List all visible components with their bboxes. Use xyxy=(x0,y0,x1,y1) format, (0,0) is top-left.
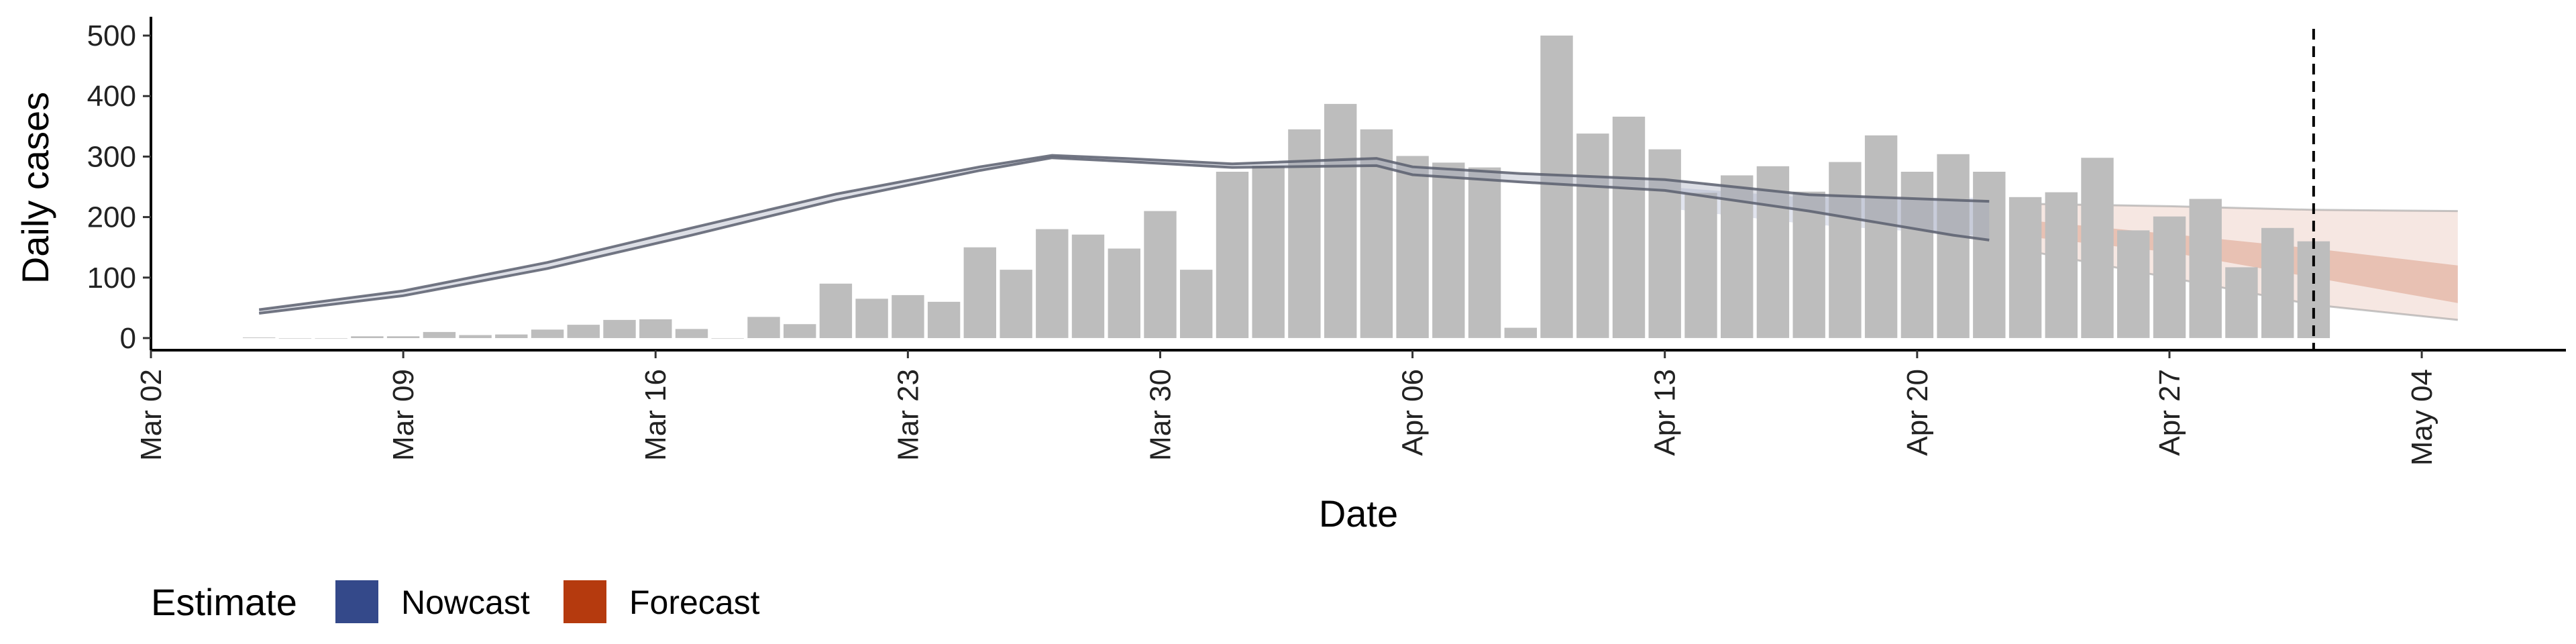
bar xyxy=(315,338,347,339)
bar xyxy=(1792,191,1825,338)
y-tick-label: 300 xyxy=(87,140,136,173)
bar xyxy=(1144,211,1177,338)
x-tick-label: Apr 06 xyxy=(1397,369,1430,456)
axes-layer: 0 100 200 300 400 500 Mar 02 Mar 09 Mar 16 Mar 23… xyxy=(87,17,2566,466)
legend-swatch-forecast xyxy=(564,580,606,623)
bar xyxy=(1108,248,1140,338)
bar xyxy=(1900,172,1934,338)
bar xyxy=(1684,193,1717,338)
bar xyxy=(2189,199,2222,338)
bar xyxy=(2261,227,2294,338)
legend-swatch-nowcast xyxy=(335,580,378,623)
x-axis-title: Date xyxy=(1319,492,1398,535)
x-tick-label: Apr 27 xyxy=(2153,369,2186,456)
bar xyxy=(1180,270,1213,338)
bar xyxy=(243,337,276,338)
bar xyxy=(495,334,528,338)
estimate-upper-line xyxy=(258,154,1990,311)
bar xyxy=(784,324,816,338)
bar xyxy=(1540,36,1573,338)
bar xyxy=(711,338,744,339)
bar xyxy=(2081,158,2114,338)
bar xyxy=(1288,129,1321,338)
y-tick-label: 100 xyxy=(87,262,136,294)
bar xyxy=(567,325,600,338)
legend: Estimate Nowcast Forecast xyxy=(151,580,760,623)
bar xyxy=(1071,234,1105,338)
bar xyxy=(1396,156,1429,338)
bar xyxy=(675,329,708,338)
bar xyxy=(1504,327,1537,338)
bar xyxy=(351,336,384,338)
bar xyxy=(1756,166,1790,338)
bar xyxy=(1036,229,1069,338)
bar xyxy=(1432,162,1465,338)
bar xyxy=(1360,129,1393,338)
bar xyxy=(1252,165,1285,338)
bar xyxy=(963,247,996,338)
bar xyxy=(892,294,924,338)
x-tick-label: Mar 16 xyxy=(639,369,672,461)
bar xyxy=(639,319,672,338)
y-tick-label: 200 xyxy=(87,201,136,234)
bar xyxy=(1829,162,1862,338)
y-tick-label: 400 xyxy=(87,80,136,113)
x-tick-label: Apr 20 xyxy=(1901,369,1934,456)
y-tick-label: 0 xyxy=(120,322,136,355)
bar xyxy=(1324,103,1357,338)
bar xyxy=(2225,267,2258,338)
estimate-lines-layer xyxy=(258,154,1990,315)
bar xyxy=(1864,135,1898,338)
bar xyxy=(927,301,961,338)
bar xyxy=(2008,197,2042,338)
x-tick-label: May 04 xyxy=(2406,369,2438,466)
y-axis-title: Daily cases xyxy=(14,92,56,284)
bar xyxy=(423,331,456,338)
bar xyxy=(2045,192,2078,338)
x-tick-label: Apr 13 xyxy=(1649,369,1682,456)
bar xyxy=(1612,116,1646,338)
x-tick-label: Mar 09 xyxy=(387,369,420,461)
bar xyxy=(459,335,492,338)
bar xyxy=(1468,167,1501,338)
bar xyxy=(2117,230,2150,338)
x-tick-label: Mar 23 xyxy=(892,369,924,461)
bar xyxy=(1000,270,1032,338)
bars-layer xyxy=(243,36,2330,339)
bar xyxy=(1973,172,2006,338)
bar xyxy=(1576,133,1609,338)
legend-title: Estimate xyxy=(151,581,297,623)
legend-label-nowcast: Nowcast xyxy=(401,584,530,621)
x-tick-label: Mar 30 xyxy=(1144,369,1177,461)
bar xyxy=(2153,216,2186,338)
y-tick-label: 500 xyxy=(87,19,136,52)
bar xyxy=(386,336,420,338)
estimate-lower-line xyxy=(258,156,1990,315)
x-tick-label: Mar 02 xyxy=(135,369,168,461)
legend-label-forecast: Forecast xyxy=(629,584,760,621)
bar xyxy=(855,299,888,338)
bar xyxy=(531,329,564,338)
bar xyxy=(819,283,853,338)
bar xyxy=(1937,154,1970,339)
bar xyxy=(1648,149,1681,338)
bar xyxy=(1216,172,1249,338)
bar xyxy=(747,317,780,338)
bar xyxy=(278,338,312,339)
bar xyxy=(603,319,636,338)
